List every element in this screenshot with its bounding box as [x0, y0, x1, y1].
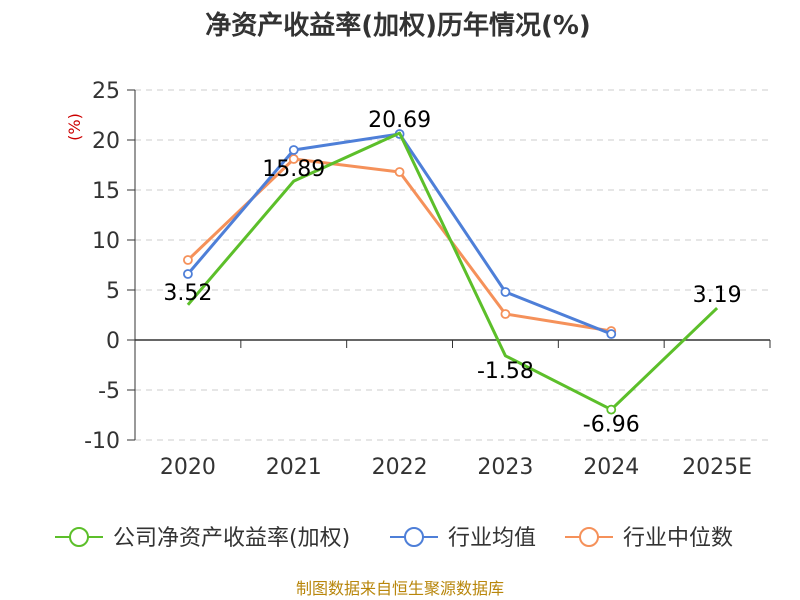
series-2-point [183, 255, 193, 265]
legend-item-2[interactable]: 行业中位数 [565, 526, 733, 551]
x-tick-label: 2025E [682, 455, 752, 480]
y-tick-label: 0 [106, 329, 120, 354]
y-tick-label: -10 [84, 429, 120, 454]
legend-label: 行业均值 [448, 526, 536, 551]
series-2-point [288, 154, 299, 164]
legend-item-1[interactable]: 行业均值 [390, 526, 536, 551]
data-label: 3.52 [163, 281, 212, 306]
y-tick-label: 25 [92, 79, 120, 104]
y-axis-label: (%) [65, 113, 84, 141]
data-labels: 3.52 15.89 20.69 -1.58 -6.96 3.19 [163, 108, 741, 438]
y-tick-label: 5 [106, 279, 120, 304]
series-line-0 [186, 131, 719, 412]
data-label: 15.89 [262, 157, 325, 182]
legend-marker [579, 527, 599, 547]
legend[interactable]: 公司净资产收益率(加权) 行业均值 行业中位数 [55, 526, 733, 551]
series-line-2 [186, 157, 612, 333]
data-label: -6.96 [583, 413, 640, 438]
y-tick-label: 15 [92, 179, 120, 204]
series-line-1 [186, 132, 612, 336]
y-tick-label: 10 [92, 229, 120, 254]
x-axis: 2020 2021 2022 2023 2024 2025E [134, 340, 771, 480]
data-label: 3.19 [693, 283, 742, 308]
x-tick-label: 2021 [266, 455, 322, 480]
source-note: 制图数据来自恒生聚源数据库 [296, 579, 504, 598]
legend-label: 行业中位数 [623, 526, 733, 551]
series-1-point [606, 329, 617, 339]
legend-marker [404, 527, 424, 547]
y-tick-label: 20 [92, 129, 120, 154]
y-axis-ticks: 25 20 15 10 5 0 -5 -10 [84, 79, 136, 454]
series-1-point [183, 269, 193, 279]
x-tick-label: 2022 [372, 455, 428, 480]
x-tick-label: 2024 [583, 455, 639, 480]
legend-item-0[interactable]: 公司净资产收益率(加权) [55, 526, 350, 551]
series-0-point [606, 404, 617, 415]
series-2-point [500, 309, 511, 319]
data-label: -1.58 [477, 359, 534, 384]
data-label: 20.69 [368, 108, 431, 133]
legend-marker [69, 527, 89, 547]
x-tick-label: 2020 [160, 455, 216, 480]
x-tick-label: 2023 [477, 455, 533, 480]
gridlines [135, 89, 770, 441]
legend-label: 公司净资产收益率(加权) [113, 526, 350, 551]
series-lines [183, 129, 719, 415]
series-1-point [288, 145, 299, 155]
y-tick-label: -5 [98, 379, 120, 404]
series-2-point [394, 167, 405, 177]
series-1-point [500, 287, 511, 297]
chart-title: 净资产收益率(加权)历年情况(%) [205, 10, 591, 41]
